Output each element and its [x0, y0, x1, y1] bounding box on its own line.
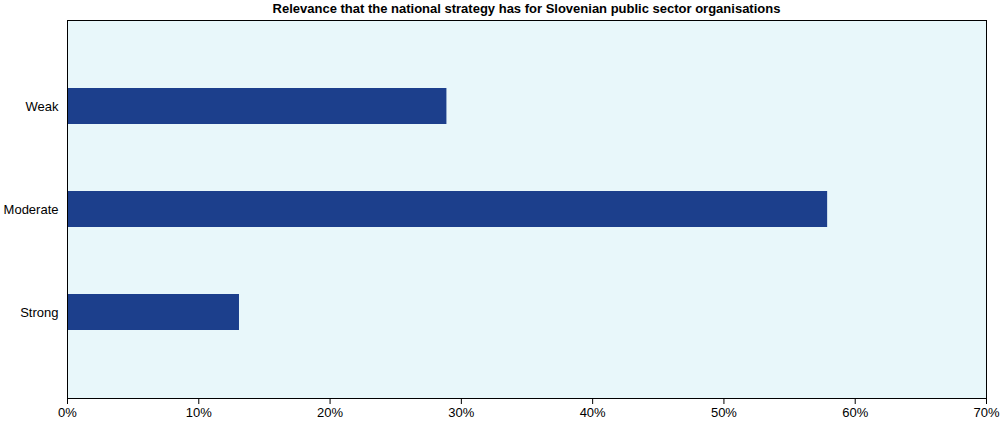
svg-text:0%: 0%	[58, 405, 77, 420]
svg-text:60%: 60%	[842, 405, 868, 420]
svg-text:Weak: Weak	[26, 99, 59, 114]
svg-text:40%: 40%	[580, 405, 606, 420]
svg-text:50%: 50%	[711, 405, 737, 420]
svg-text:30%: 30%	[448, 405, 474, 420]
svg-text:Strong: Strong	[20, 305, 58, 320]
svg-text:20%: 20%	[317, 405, 343, 420]
svg-text:70%: 70%	[973, 405, 999, 420]
html-text:Relevance that the national st: Relevance that the national strategy has…	[272, 1, 781, 16]
svg-text:Moderate: Moderate	[4, 202, 59, 217]
svg-text:10%: 10%	[186, 405, 212, 420]
